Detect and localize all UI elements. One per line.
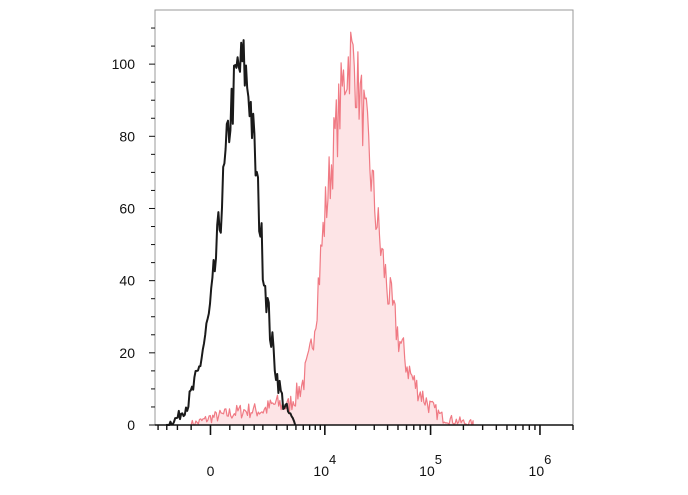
series-fill-1 bbox=[191, 32, 474, 425]
y-tick-label: 20 bbox=[119, 345, 135, 361]
series-line-0 bbox=[165, 39, 297, 426]
y-tick-label: 80 bbox=[119, 128, 135, 144]
axis-layer: 0 20 40 60 80 100 0 104 105 106 bbox=[112, 27, 574, 479]
x-tick-label: 106 bbox=[529, 452, 552, 479]
x-tick-label: 104 bbox=[313, 452, 336, 479]
series-line-1 bbox=[190, 31, 474, 426]
y-tick-label: 100 bbox=[112, 56, 136, 72]
y-tick-label: 0 bbox=[127, 417, 135, 433]
x-tick-label: 105 bbox=[419, 452, 442, 479]
series-layer bbox=[165, 31, 474, 426]
y-tick-label: 40 bbox=[119, 273, 135, 289]
y-tick-label: 60 bbox=[119, 200, 135, 216]
x-tick-label: 0 bbox=[207, 463, 215, 479]
